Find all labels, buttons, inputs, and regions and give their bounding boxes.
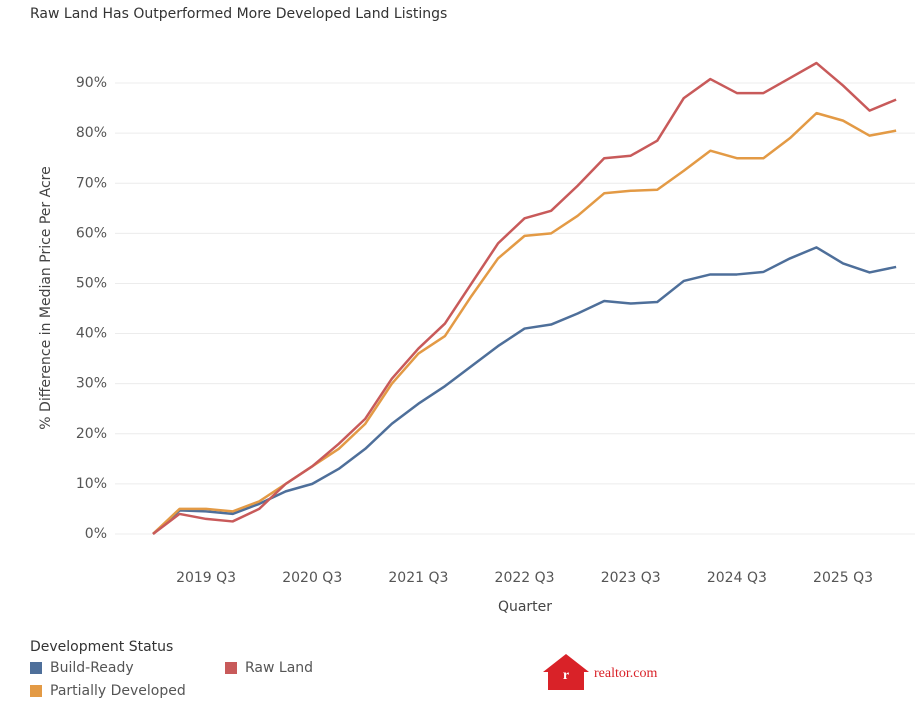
y-axis-title: % Difference in Median Price Per Acre xyxy=(38,166,54,429)
y-tick-label: 90% xyxy=(76,75,107,91)
x-tick-label: 2019 Q3 xyxy=(176,570,236,586)
chart-title: Raw Land Has Outperformed More Developed… xyxy=(30,6,447,22)
svg-text:r: r xyxy=(563,668,569,683)
logo-icon xyxy=(543,654,589,690)
y-tick-label: 30% xyxy=(76,376,107,392)
x-tick-label: 2020 Q3 xyxy=(282,570,342,586)
line-series xyxy=(152,111,897,535)
logo-text: realtor.com xyxy=(594,666,657,681)
y-tick-label: 0% xyxy=(85,526,107,542)
legend-swatch xyxy=(225,662,237,674)
line-series xyxy=(152,246,897,535)
x-tick-label: 2021 Q3 xyxy=(388,570,448,586)
x-tick-label: 2022 Q3 xyxy=(495,570,555,586)
x-tick-label: 2023 Q3 xyxy=(601,570,661,586)
y-tick-label: 10% xyxy=(76,476,107,492)
x-axis-title: Quarter xyxy=(498,599,552,615)
legend-label: Raw Land xyxy=(245,660,313,676)
x-tick-label: 2024 Q3 xyxy=(707,570,767,586)
logo: r realtor.com xyxy=(543,654,657,690)
legend-title: Development Status xyxy=(30,639,173,655)
legend-swatch xyxy=(30,685,42,697)
legend-label: Partially Developed xyxy=(50,683,186,699)
y-tick-label: 70% xyxy=(76,175,107,191)
y-tick-label: 40% xyxy=(76,326,107,342)
y-tick-label: 50% xyxy=(76,275,107,291)
y-tick-label: 60% xyxy=(76,225,107,241)
legend-swatch xyxy=(30,662,42,674)
x-tick-label: 2025 Q3 xyxy=(813,570,873,586)
y-tick-label: 20% xyxy=(76,426,107,442)
legend-label: Build-Ready xyxy=(50,660,134,676)
y-tick-label: 80% xyxy=(76,125,107,141)
line-series xyxy=(152,61,897,535)
